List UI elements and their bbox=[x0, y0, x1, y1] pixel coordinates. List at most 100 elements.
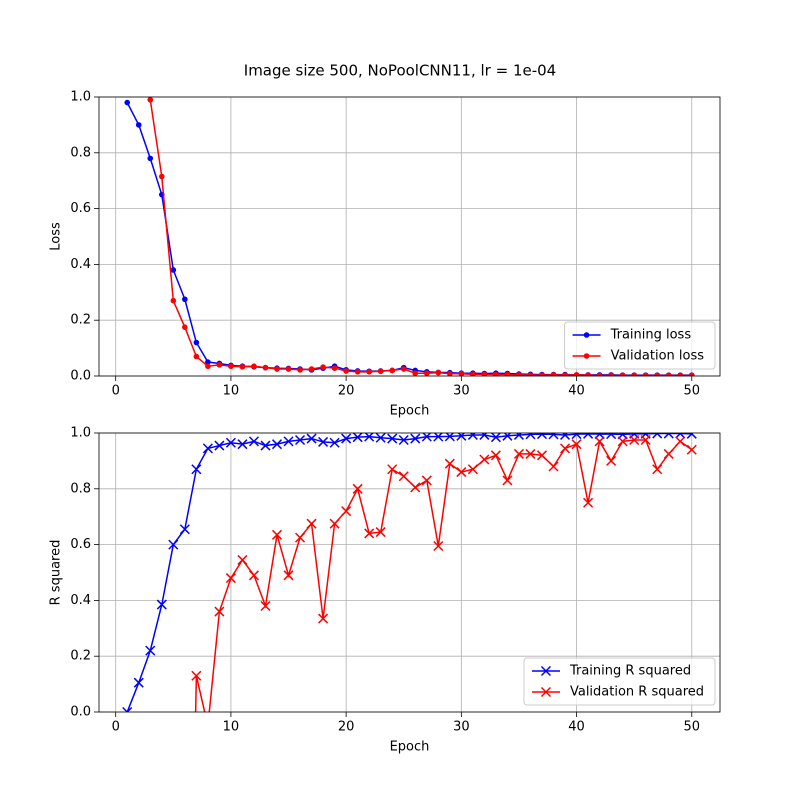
marker bbox=[225, 437, 236, 448]
legend: Training R squared Validation R squared bbox=[523, 657, 716, 706]
series-line bbox=[126, 433, 692, 712]
marker bbox=[248, 436, 259, 447]
marker bbox=[352, 433, 363, 443]
marker bbox=[122, 706, 133, 712]
marker bbox=[156, 599, 167, 610]
marker bbox=[677, 372, 684, 376]
marker bbox=[133, 677, 144, 688]
marker bbox=[343, 368, 349, 374]
marker bbox=[228, 363, 234, 370]
legend-label: Validation loss bbox=[611, 349, 705, 364]
axes: 0 10 20 30 40 50 0.0 0.2 0.4 0.6 0.8 1.0 Epoch Loss Tr… bbox=[49, 90, 721, 419]
marker bbox=[182, 296, 188, 303]
marker bbox=[573, 372, 580, 376]
marker bbox=[525, 448, 536, 459]
marker bbox=[550, 372, 557, 376]
x-axis-label: Epoch bbox=[390, 740, 430, 755]
x-tick-label: 40 bbox=[568, 720, 585, 735]
y-tick-label: 0.6 bbox=[70, 201, 91, 216]
marker bbox=[205, 363, 211, 370]
marker bbox=[560, 433, 571, 440]
marker bbox=[617, 436, 628, 447]
marker bbox=[631, 372, 637, 376]
marker bbox=[490, 450, 501, 461]
marker bbox=[260, 600, 271, 612]
marker bbox=[585, 372, 591, 376]
y-tick-label: 0.0 bbox=[70, 705, 91, 720]
marker bbox=[274, 366, 280, 372]
marker bbox=[341, 506, 352, 517]
marker bbox=[504, 371, 511, 376]
marker bbox=[513, 448, 524, 459]
marker bbox=[352, 483, 363, 494]
axes-frame bbox=[98, 96, 721, 377]
legend-box bbox=[564, 321, 716, 370]
marker bbox=[205, 359, 211, 365]
marker bbox=[145, 645, 156, 656]
marker bbox=[654, 372, 661, 376]
marker bbox=[525, 433, 536, 440]
marker bbox=[548, 461, 559, 472]
marker bbox=[193, 353, 200, 360]
marker bbox=[202, 443, 213, 454]
marker bbox=[663, 448, 674, 459]
y-tick-label: 0.0 bbox=[70, 369, 91, 384]
marker bbox=[421, 475, 432, 486]
x-tick-label: 30 bbox=[453, 384, 470, 399]
x-tick-label: 10 bbox=[223, 720, 240, 735]
legend-box bbox=[523, 657, 716, 706]
marker bbox=[306, 433, 317, 444]
marker bbox=[135, 122, 142, 128]
marker bbox=[191, 464, 202, 475]
y-tick-label: 0.2 bbox=[70, 649, 91, 664]
marker bbox=[329, 437, 340, 448]
legend-marker bbox=[540, 665, 551, 677]
marker bbox=[398, 471, 409, 482]
marker bbox=[237, 439, 248, 450]
marker bbox=[295, 532, 306, 543]
marker bbox=[562, 372, 568, 376]
y-tick-label: 0.6 bbox=[70, 537, 91, 552]
marker bbox=[271, 439, 283, 450]
marker bbox=[548, 433, 559, 440]
marker bbox=[490, 433, 501, 443]
marker bbox=[502, 433, 513, 441]
marker bbox=[652, 433, 663, 439]
legend-label: Training R squared bbox=[569, 664, 691, 679]
marker bbox=[583, 433, 594, 439]
marker bbox=[285, 366, 292, 372]
marker bbox=[536, 433, 548, 440]
marker bbox=[170, 297, 177, 304]
marker bbox=[479, 454, 490, 465]
marker bbox=[318, 613, 329, 624]
marker bbox=[513, 433, 524, 440]
marker bbox=[387, 464, 398, 475]
marker bbox=[283, 570, 294, 581]
x-tick-label: 10 bbox=[223, 384, 240, 399]
marker bbox=[470, 371, 476, 376]
series-line bbox=[194, 439, 693, 712]
x-tick-label: 20 bbox=[338, 720, 355, 735]
marker bbox=[237, 554, 248, 565]
y-axis-label: Loss bbox=[49, 222, 64, 251]
marker bbox=[387, 433, 398, 444]
x-tick-label: 50 bbox=[683, 384, 700, 399]
y-tick-label: 0.2 bbox=[70, 313, 91, 328]
marker bbox=[283, 436, 294, 447]
marker bbox=[423, 370, 430, 376]
marker bbox=[375, 527, 386, 538]
marker bbox=[170, 267, 177, 273]
y-tick-label: 1.0 bbox=[70, 90, 91, 105]
y-tick-label: 0.8 bbox=[70, 145, 91, 160]
marker bbox=[571, 433, 582, 440]
marker bbox=[619, 372, 626, 376]
marker bbox=[629, 434, 640, 446]
marker bbox=[652, 464, 663, 475]
marker bbox=[318, 436, 329, 447]
marker bbox=[191, 670, 202, 681]
axes-frame bbox=[98, 432, 721, 713]
y-axis-label: R squared bbox=[49, 540, 64, 606]
marker bbox=[458, 370, 465, 376]
axes: 0 10 20 30 40 50 0.0 0.2 0.4 0.6 0.8 1.0 Epoch R squa… bbox=[49, 426, 721, 755]
